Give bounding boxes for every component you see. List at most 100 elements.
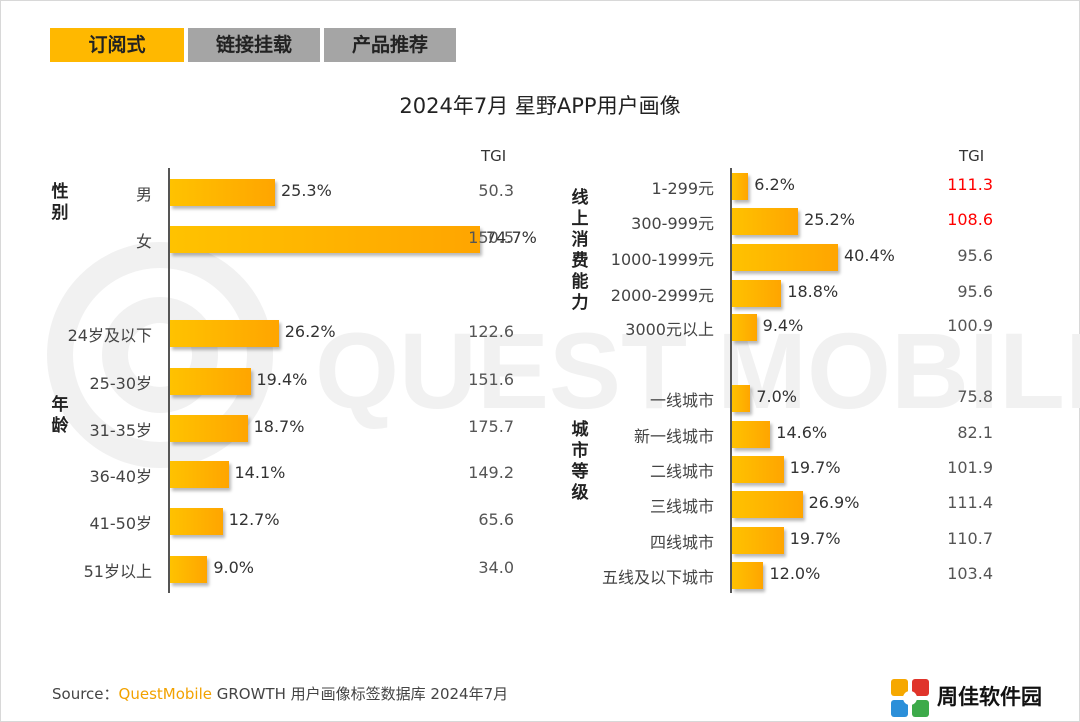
bar — [732, 562, 764, 589]
category-label: 25-30岁 — [89, 374, 153, 393]
category-label: 51岁以上 — [83, 562, 152, 581]
group-label-char: 年 — [51, 395, 69, 415]
value-label: 26.2% — [284, 322, 336, 341]
category-label: 三线城市 — [649, 497, 714, 516]
chart-title: 2024年7月 星野APP用户画像 — [399, 94, 681, 118]
category-label: 女 — [135, 232, 152, 251]
bar — [170, 226, 480, 253]
value-label: 26.9% — [808, 493, 860, 512]
tgi-value: 111.3 — [947, 175, 993, 194]
tgi-value: 95.6 — [957, 282, 993, 301]
tgi-value: 110.7 — [947, 529, 993, 548]
bar — [732, 314, 757, 341]
tab-product-recommend[interactable]: 产品推荐 — [324, 28, 456, 62]
category-label: 一线城市 — [649, 391, 714, 410]
group-label-char: 市 — [571, 441, 589, 461]
bar — [170, 508, 223, 535]
bar — [732, 244, 838, 271]
value-label: 18.7% — [253, 417, 305, 436]
group-label: 线上消费能力 — [570, 188, 590, 314]
bar — [732, 456, 784, 483]
bar — [170, 461, 229, 488]
value-label: 12.7% — [228, 510, 280, 529]
tab-link-mount[interactable]: 链接挂载 — [188, 28, 320, 62]
bar — [170, 320, 279, 347]
group-label-char: 别 — [51, 203, 69, 223]
tab-subscription[interactable]: 订阅式 — [50, 28, 184, 62]
value-label: 18.8% — [787, 282, 839, 301]
category-label: 四线城市 — [649, 533, 714, 552]
category-label: 男 — [135, 185, 152, 204]
value-label: 74.7% — [486, 228, 537, 247]
value-label: 9.4% — [762, 316, 804, 335]
source-brand: QuestMobile — [118, 685, 212, 703]
category-label: 五线及以下城市 — [601, 568, 714, 587]
tgi-value: 175.7 — [468, 417, 514, 436]
category-label: 31-35岁 — [89, 421, 153, 440]
value-label: 6.2% — [754, 175, 795, 194]
tgi-value: 103.4 — [947, 564, 993, 583]
tgi-value: 122.6 — [468, 322, 514, 341]
group-label-char: 上 — [571, 209, 589, 229]
tgi-value: 108.6 — [947, 210, 993, 229]
bar — [170, 556, 208, 583]
category-label: 二线城市 — [649, 462, 714, 481]
logo-text: 周佳软件园 — [937, 685, 1042, 709]
source-prefix: Source： — [52, 685, 119, 703]
tgi-value: 95.6 — [957, 246, 993, 265]
category-label: 300-999元 — [631, 214, 714, 233]
value-label: 14.1% — [234, 463, 286, 482]
group-label-char: 费 — [571, 251, 589, 271]
value-label: 7.0% — [756, 387, 798, 406]
value-label: 19.7% — [789, 529, 841, 548]
group-label: 城市等级 — [570, 420, 590, 504]
bar — [732, 421, 771, 448]
tgi-value: 75.8 — [957, 387, 993, 406]
source-note: Source：QuestMobile GROWTH 用户画像标签数据库 2024… — [52, 683, 508, 704]
bar — [732, 280, 782, 307]
group-label-char: 力 — [571, 293, 589, 313]
bar — [732, 491, 803, 518]
source-text: GROWTH 用户画像标签数据库 2024年7月 — [211, 685, 509, 703]
tgi-header-right: TGI — [959, 147, 985, 165]
category-label: 新一线城市 — [633, 427, 714, 446]
group-label-char: 线 — [571, 188, 589, 208]
category-label: 41-50岁 — [89, 514, 153, 533]
bar — [732, 527, 784, 554]
group-label: 年龄 — [50, 395, 70, 437]
tgi-value: 65.6 — [478, 510, 514, 529]
tgi-value: 82.1 — [957, 423, 993, 442]
tgi-value: 34.0 — [478, 558, 514, 577]
category-label: 2000-2999元 — [610, 286, 714, 305]
category-label: 1000-1999元 — [610, 250, 714, 269]
tgi-value: 149.2 — [468, 463, 514, 482]
group-label-char: 能 — [571, 272, 589, 292]
group-label-char: 等 — [571, 462, 589, 482]
tgi-value: 50.3 — [478, 181, 514, 200]
group-label-char: 消 — [571, 230, 589, 250]
category-label: 24岁及以下 — [67, 326, 152, 345]
bar — [170, 368, 251, 395]
tgi-value: 111.4 — [947, 493, 993, 512]
category-label: 3000元以上 — [625, 320, 714, 339]
value-label: 40.4% — [844, 246, 895, 265]
tgi-header-left: TGI — [481, 147, 507, 165]
group-label: 性别 — [50, 182, 70, 224]
group-label-char: 龄 — [51, 416, 69, 436]
tgi-value: 101.9 — [947, 458, 993, 477]
puzzle-logo-icon — [891, 679, 929, 717]
group-label-char: 性 — [51, 182, 69, 202]
group-label-char: 级 — [571, 483, 589, 503]
bar — [170, 415, 248, 442]
value-label: 14.6% — [776, 423, 828, 442]
right-axis-line — [730, 168, 732, 593]
value-label: 12.0% — [769, 564, 821, 583]
category-label: 36-40岁 — [89, 467, 153, 486]
category-label: 1-299元 — [651, 179, 715, 198]
tgi-value: 100.9 — [947, 316, 993, 335]
value-label: 25.2% — [804, 210, 855, 229]
bar — [732, 173, 749, 200]
value-label: 19.7% — [789, 458, 841, 477]
tgi-value: 150.5 — [468, 228, 514, 247]
tgi-value: 151.6 — [468, 370, 514, 389]
